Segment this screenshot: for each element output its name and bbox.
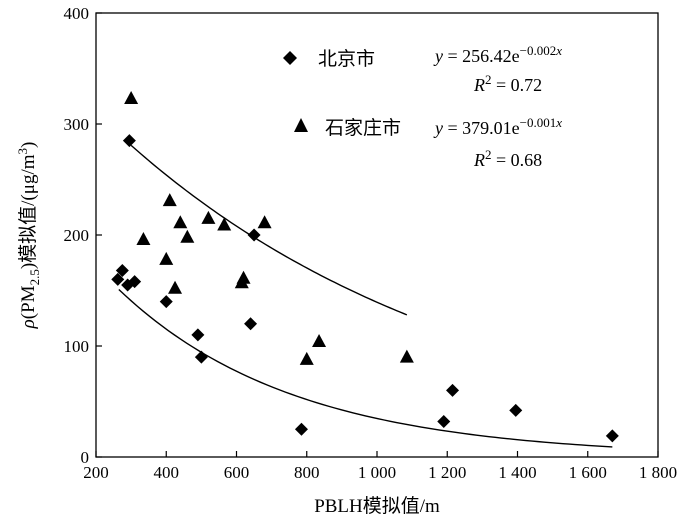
shijiazhuang-point (168, 280, 183, 294)
shijiazhuang-point (257, 215, 272, 229)
legend-marker-shijiazhuang (294, 118, 308, 132)
beijing-point (437, 414, 451, 428)
x-tick-label: 600 (224, 463, 250, 482)
fit-curve-shijiazhuang (130, 144, 408, 316)
shijiazhuang-point (136, 231, 151, 245)
x-tick-label: 1 200 (428, 463, 466, 482)
fit-curve-beijing (118, 288, 613, 448)
y-tick-label: 0 (81, 448, 90, 467)
legend-marker-beijing (283, 51, 297, 65)
x-tick-label: 1 800 (639, 463, 677, 482)
plot-area: 200 400 600 800 1 000 1 200 1 400 1 600 1 800 0 10… (64, 4, 678, 482)
beijing-point (159, 295, 173, 309)
shijiazhuang-point (124, 90, 139, 104)
x-axis-title: PBLH模拟值/m (314, 495, 440, 517)
shijiazhuang-point (312, 334, 327, 348)
beijing-point (446, 383, 460, 397)
shijiazhuang-point (217, 217, 232, 231)
x-tick-label: 400 (154, 463, 180, 482)
beijing-point (244, 317, 258, 331)
legend-label-shijiazhuang: 石家庄市 (325, 117, 401, 139)
beijing-point (294, 422, 308, 436)
shijiazhuang-point (236, 270, 251, 284)
x-tick-label: 1 600 (569, 463, 607, 482)
beijing-point (191, 328, 205, 342)
shijiazhuang-point (173, 215, 188, 229)
beijing-point (509, 403, 523, 417)
x-tick-label: 1 400 (498, 463, 536, 482)
legend: 北京市 石家庄市 y = 256.42e−0.002x R2 = 0.72 y … (283, 43, 562, 170)
x-tick-label: 200 (83, 463, 109, 482)
beijing-point (122, 134, 136, 148)
y-tick-label: 100 (64, 337, 90, 356)
shijiazhuang-point (180, 229, 195, 243)
y-tick-label: 300 (64, 115, 90, 134)
beijing-point (128, 275, 142, 289)
beijing-point (194, 350, 208, 364)
shijiazhuang-point (159, 251, 174, 265)
r2-shijiazhuang: R2 = 0.68 (473, 147, 542, 170)
y-tick-label: 400 (64, 4, 90, 23)
x-tick-label: 1 000 (358, 463, 396, 482)
equation-shijiazhuang: y = 379.01e−0.001x (433, 115, 562, 138)
x-tick-label: 800 (294, 463, 320, 482)
plot-frame (95, 12, 659, 458)
y-tick-label: 200 (64, 226, 90, 245)
beijing-point (605, 429, 619, 443)
beijing-point (111, 272, 125, 286)
shijiazhuang-point (162, 193, 177, 207)
beijing-point (247, 228, 261, 242)
shijiazhuang-point (201, 210, 216, 224)
equation-beijing: y = 256.42e−0.002x (433, 43, 562, 66)
r2-beijing: R2 = 0.72 (473, 72, 542, 95)
beijing-point (115, 264, 129, 278)
shijiazhuang-point (399, 349, 414, 363)
shijiazhuang-point (299, 351, 314, 365)
y-axis-title: ρ(PM2.5)模拟值/(μg/m3) (15, 142, 42, 330)
legend-label-beijing: 北京市 (318, 48, 375, 70)
